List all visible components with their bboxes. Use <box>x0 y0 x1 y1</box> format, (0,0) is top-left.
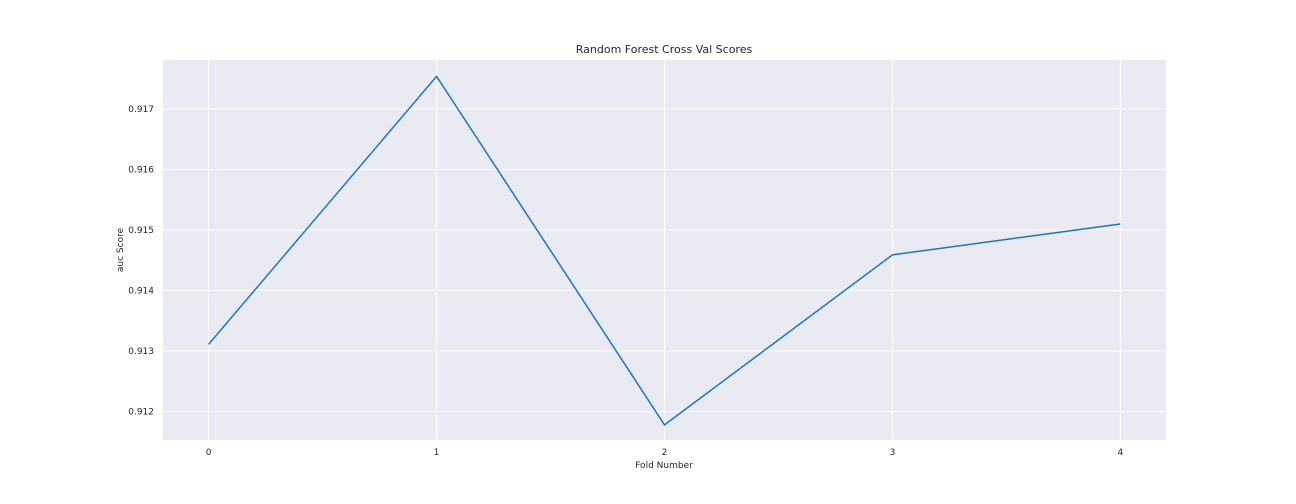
x-tick-label: 2 <box>662 448 668 458</box>
data-points <box>208 76 1121 425</box>
x-tick-label: 4 <box>1118 448 1124 458</box>
y-tick-label: 0.916 <box>128 166 154 176</box>
grid-lines <box>163 60 1166 440</box>
y-tick-label: 0.914 <box>128 287 154 297</box>
y-tick-label: 0.913 <box>128 347 154 357</box>
x-tick-labels: 0 1 2 3 4 <box>206 448 1124 458</box>
x-axis-label: Fold Number <box>635 461 693 471</box>
y-tick-label: 0.915 <box>128 226 154 236</box>
y-tick-label: 0.917 <box>128 105 154 115</box>
x-tick-label: 1 <box>434 448 440 458</box>
y-axis-label: auc Score <box>116 227 126 272</box>
chart-title: Random Forest Cross Val Scores <box>576 43 753 56</box>
y-tick-label: 0.912 <box>128 408 154 418</box>
x-tick-label: 0 <box>206 448 212 458</box>
y-tick-labels: 0.912 0.913 0.914 0.915 0.916 0.917 <box>128 105 154 418</box>
x-tick-label: 3 <box>890 448 896 458</box>
